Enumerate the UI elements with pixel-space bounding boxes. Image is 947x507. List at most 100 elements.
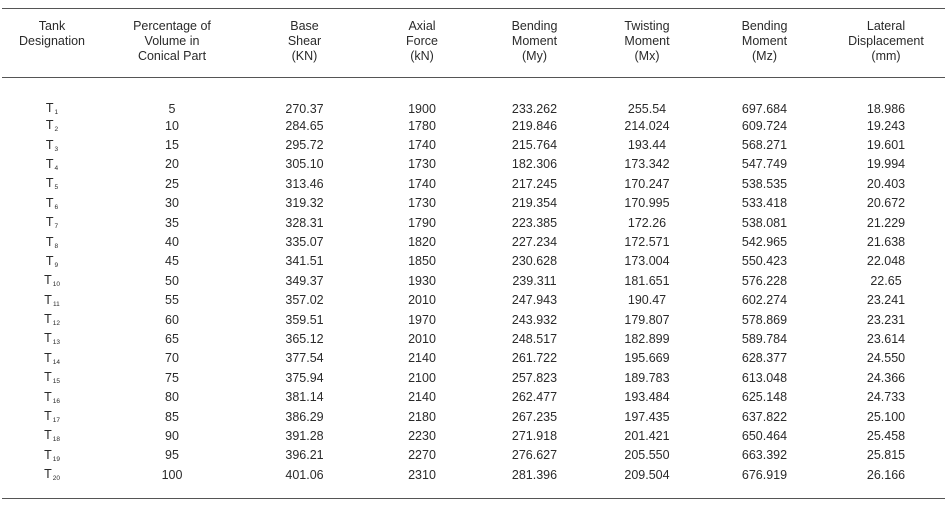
twisting-moment-mx-cell: 197.435 (624, 409, 670, 424)
bending-moment-mz-cell: 609.724 (741, 118, 788, 133)
axial-force-cell: 1730 (408, 157, 436, 172)
header-line: Lateral (866, 19, 906, 33)
tank-letter: T (45, 234, 54, 249)
tank-label: T4 (46, 157, 58, 172)
tank-designation-cell: T13 (2, 329, 102, 348)
bending-moment-mz-cell: 538.535 (741, 176, 788, 191)
tank-designation-cell: T4 (2, 155, 102, 174)
header-percentage-volume: Percentage of Volume in Conical Part (102, 9, 242, 77)
header-bending-moment-mz: Bending Moment (Mz) (702, 9, 827, 77)
header-axial-force: Axial Force (kN) (367, 9, 477, 77)
base-shear-cell: 295.72 (285, 138, 324, 153)
tank-index: 18 (52, 436, 60, 444)
axial-force-cell: 2270 (408, 448, 436, 463)
header-line: Twisting (624, 19, 670, 33)
tank-index: 8 (54, 242, 59, 250)
bending-moment-mz-cell: 663.392 (741, 448, 788, 463)
lateral-displacement-cell: 19.601 (866, 138, 906, 153)
percentage-volume-cell: 35 (165, 215, 179, 230)
header-base-shear: Base Shear (KN) (242, 9, 367, 77)
tank-designation-cell: T5 (2, 174, 102, 193)
lateral-displacement-cell: 21.229 (866, 215, 906, 230)
table-row: T16 80 381.14 2140 262.477 193.484 625.148 24.7… (2, 387, 945, 406)
header-line: (mm) (871, 49, 901, 63)
tank-letter: T (44, 273, 52, 288)
bending-moment-my-cell: 227.234 (511, 235, 558, 250)
tank-index: 17 (52, 417, 60, 425)
header-twisting-moment-mx: Twisting Moment (Mx) (592, 9, 702, 77)
tank-index: 14 (52, 358, 60, 366)
tank-letter: T (44, 331, 52, 346)
tank-index: 16 (52, 397, 60, 405)
bending-moment-mz-cell: 542.965 (741, 235, 788, 250)
tank-index: 20 (52, 475, 60, 483)
percentage-volume-cell: 50 (165, 273, 179, 288)
bending-moment-mz-cell: 613.048 (741, 370, 788, 385)
tank-label: T6 (46, 196, 58, 211)
tank-letter: T (45, 176, 54, 191)
bending-moment-my-cell: 217.245 (511, 176, 558, 191)
tank-index: 7 (54, 223, 59, 231)
header-line: (Mz) (752, 49, 777, 63)
axial-force-cell: 2100 (408, 370, 436, 385)
tank-index: 9 (54, 261, 59, 269)
twisting-moment-mx-cell: 205.550 (624, 448, 670, 463)
percentage-volume-cell: 55 (165, 293, 179, 308)
tank-letter: T (45, 195, 54, 210)
bending-moment-my-cell: 281.396 (511, 467, 558, 482)
lateral-displacement-cell: 26.166 (866, 467, 906, 482)
lateral-displacement-cell: 20.672 (866, 196, 906, 211)
bending-moment-my-cell: 276.627 (511, 448, 558, 463)
header-line: (kN) (410, 49, 434, 63)
tank-designation-cell: T8 (2, 232, 102, 251)
header-line: Designation (18, 34, 85, 48)
percentage-volume-cell: 5 (168, 102, 176, 116)
bending-moment-my-cell: 230.628 (511, 254, 558, 269)
tank-results-table: Tank Designation Percentage of Volume in… (2, 9, 945, 484)
bending-moment-my-cell: 219.354 (511, 196, 558, 211)
axial-force-cell: 2310 (408, 467, 436, 482)
base-shear-cell: 328.31 (285, 215, 324, 230)
tank-index: 15 (52, 378, 60, 386)
tank-designation-cell: T20 (2, 465, 102, 484)
tank-designation-cell: T9 (2, 252, 102, 271)
tank-index: 5 (54, 184, 59, 192)
bending-moment-my-cell: 257.823 (511, 370, 558, 385)
twisting-moment-mx-cell: 173.342 (624, 157, 670, 172)
base-shear-cell: 365.12 (285, 331, 324, 346)
base-shear-cell: 319.32 (285, 196, 324, 211)
tank-letter: T (44, 312, 52, 327)
base-shear-cell: 377.54 (285, 351, 324, 366)
percentage-volume-cell: 80 (165, 390, 179, 405)
twisting-moment-mx-cell: 170.995 (624, 196, 670, 211)
header-line: Bending (511, 19, 558, 33)
bending-moment-mz-cell: 625.148 (741, 390, 788, 405)
tank-letter: T (45, 118, 54, 133)
lateral-displacement-cell: 23.241 (866, 293, 906, 308)
axial-force-cell: 1730 (408, 196, 436, 211)
lateral-displacement-cell: 21.638 (866, 235, 906, 250)
tank-label: T7 (46, 215, 58, 230)
axial-force-cell: 2180 (408, 409, 436, 424)
lateral-displacement-cell: 19.243 (866, 118, 906, 133)
bending-moment-my-cell: 182.306 (511, 157, 558, 172)
lateral-displacement-cell: 22.048 (866, 254, 906, 269)
header-line: Base (290, 19, 319, 33)
tank-index: 10 (52, 281, 60, 289)
table-row: T19 95 396.21 2270 276.627 205.550 663.392 25.8… (2, 446, 945, 465)
table-row: T5 25 313.46 1740 217.245 170.247 538.535 20.40… (2, 174, 945, 193)
axial-force-cell: 1780 (408, 118, 436, 133)
header-lateral-displacement: Lateral Displacement (mm) (827, 9, 945, 77)
twisting-moment-mx-cell: 181.651 (624, 273, 670, 288)
bending-moment-mz-cell: 676.919 (741, 467, 788, 482)
bending-moment-mz-cell: 576.228 (741, 273, 788, 288)
twisting-moment-mx-cell: 189.783 (624, 370, 670, 385)
tank-label: T10 (44, 273, 60, 288)
header-line: Moment (741, 34, 788, 48)
tank-designation-cell: T18 (2, 426, 102, 445)
header-line: Tank (38, 19, 66, 33)
tank-letter: T (45, 215, 54, 230)
axial-force-cell: 2010 (408, 293, 436, 308)
tank-label: T8 (46, 235, 58, 250)
bending-moment-mz-cell: 637.822 (741, 409, 788, 424)
